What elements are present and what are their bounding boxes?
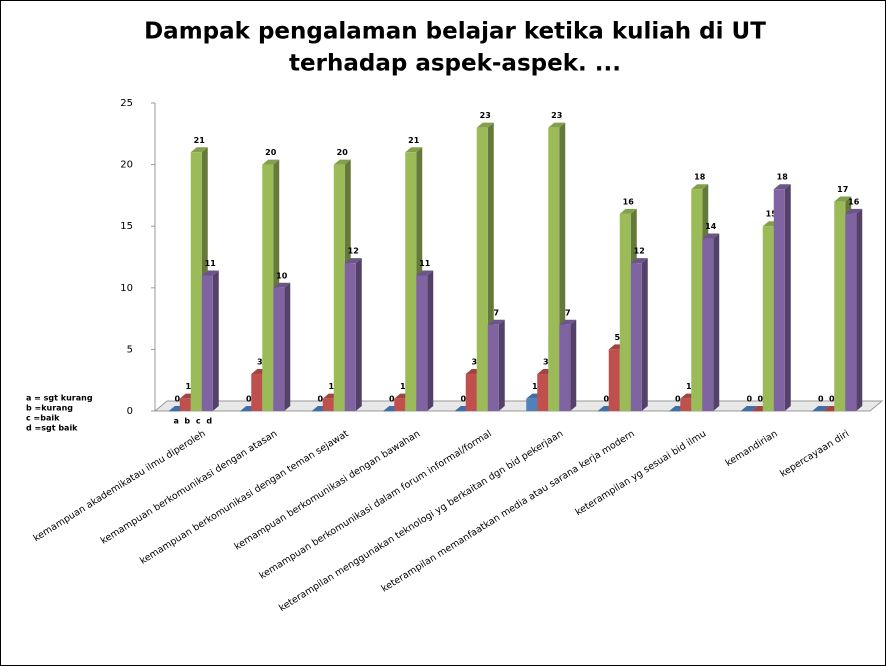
bar	[702, 233, 720, 411]
value-label: 20	[337, 148, 349, 157]
bar	[273, 282, 291, 411]
bar	[344, 258, 362, 411]
value-label: 18	[777, 173, 789, 182]
value-label: 10	[276, 271, 288, 280]
value-label: 23	[480, 111, 491, 120]
value-label: 21	[408, 136, 420, 145]
bar	[201, 270, 219, 411]
value-label: 15	[766, 210, 778, 219]
value-label: 0	[174, 395, 180, 404]
legend-key: d =sgt baik	[26, 424, 78, 433]
value-label: 5	[614, 333, 620, 342]
bar	[845, 208, 863, 411]
legend-key: a = sgt kurang	[26, 394, 93, 403]
value-label: 0	[460, 395, 466, 404]
value-label: 0	[818, 395, 824, 404]
value-label: 1	[532, 382, 538, 391]
value-label: 0	[829, 395, 835, 404]
value-label: 12	[348, 247, 359, 256]
value-label: 7	[493, 308, 499, 317]
value-label: 1	[328, 382, 334, 391]
value-label: 0	[675, 395, 681, 404]
value-label: 0	[603, 395, 609, 404]
value-label: 3	[471, 358, 477, 367]
bar	[773, 184, 791, 411]
legend-label: d	[206, 417, 212, 426]
bar	[416, 270, 434, 411]
y-tick-label: 25	[120, 98, 133, 109]
value-label: 0	[757, 395, 763, 404]
chart-title: Dampak pengalaman belajar ketika kuliah …	[144, 19, 766, 45]
value-label: 7	[565, 308, 571, 317]
value-label: 1	[185, 382, 191, 391]
y-tick-label: 5	[127, 344, 133, 355]
value-label: 3	[543, 358, 549, 367]
value-label: 3	[257, 358, 263, 367]
y-tick-label: 15	[120, 221, 133, 232]
value-label: 12	[634, 247, 645, 256]
y-tick-label: 10	[120, 283, 133, 294]
y-tick-label: 20	[120, 160, 133, 171]
value-label: 14	[705, 222, 717, 231]
y-tick-label: 0	[127, 406, 133, 417]
value-label: 0	[389, 395, 395, 404]
bar	[559, 319, 577, 411]
legend-label: b	[184, 417, 190, 426]
legend-label: c	[196, 417, 201, 426]
value-label: 1	[686, 382, 692, 391]
value-label: 18	[694, 173, 706, 182]
bar	[487, 319, 505, 411]
value-label: 11	[419, 259, 431, 268]
value-label: 1	[400, 382, 406, 391]
value-label: 16	[848, 197, 860, 206]
bar	[740, 406, 758, 412]
value-label: 0	[317, 395, 323, 404]
value-label: 17	[837, 185, 848, 194]
value-label: 21	[194, 136, 206, 145]
value-label: 0	[746, 395, 752, 404]
legend-label: a	[174, 417, 179, 426]
chart-title: terhadap aspek-aspek. ...	[289, 51, 621, 77]
legend-key: b =kurang	[26, 404, 73, 413]
legend-key: c =baik	[26, 414, 60, 423]
value-label: 0	[246, 395, 252, 404]
value-label: 20	[265, 148, 277, 157]
value-label: 11	[205, 259, 217, 268]
bar	[630, 258, 648, 411]
value-label: 16	[623, 197, 635, 206]
value-label: 23	[551, 111, 562, 120]
bar	[812, 406, 830, 412]
